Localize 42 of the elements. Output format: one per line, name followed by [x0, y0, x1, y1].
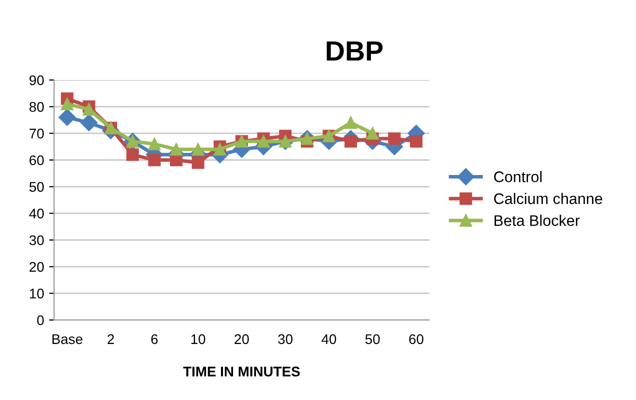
x-tick-label: 30 — [278, 334, 292, 344]
point — [58, 108, 76, 126]
y-tick-label: 10 — [30, 288, 44, 299]
point — [192, 143, 204, 156]
point — [410, 135, 422, 148]
x-tick-label: 20 — [234, 334, 249, 344]
y-tick-label: 50 — [29, 182, 44, 192]
x-tick-label: 6 — [151, 334, 158, 344]
y-tick-label: 80 — [29, 102, 44, 112]
point — [366, 127, 379, 140]
point — [60, 98, 74, 110]
point — [344, 116, 358, 129]
x-tick-label: Base — [52, 334, 82, 344]
y-tick-label: 40 — [29, 208, 44, 219]
y-tick-label: 0 — [37, 315, 44, 326]
point — [388, 132, 401, 145]
y-tick-label: 60 — [30, 155, 44, 166]
point — [170, 143, 182, 156]
x-tick-label: 50 — [365, 334, 380, 344]
point — [126, 148, 139, 161]
x-axis-title: TIME IN MINUTES — [183, 366, 300, 376]
y-tick-label: 20 — [30, 262, 44, 272]
point — [257, 135, 270, 148]
point — [344, 135, 358, 148]
x-tick-label: 2 — [108, 334, 114, 344]
legend-label: Beta Blocker — [494, 214, 580, 226]
x-tick-label: 40 — [322, 334, 336, 344]
point — [192, 156, 204, 169]
y-tick-label: 90 — [30, 75, 44, 86]
point — [279, 135, 292, 148]
point — [82, 103, 96, 116]
point — [148, 138, 161, 150]
x-tick-label: 10 — [191, 334, 206, 344]
legend-label: Calcium channe — [494, 192, 602, 204]
y-tick-label: 70 — [30, 128, 44, 139]
y-tick-label: 30 — [29, 235, 44, 246]
point — [148, 154, 161, 166]
chart-title: DBP — [326, 41, 383, 61]
point — [214, 143, 226, 156]
x-tick-label: 60 — [409, 334, 424, 344]
point — [80, 114, 98, 132]
legend-label: Control — [494, 171, 542, 182]
